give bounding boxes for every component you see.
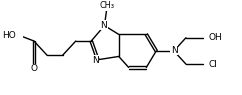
- Text: O: O: [30, 65, 38, 74]
- Text: OH: OH: [209, 33, 222, 42]
- Text: N: N: [171, 46, 178, 55]
- Text: Cl: Cl: [208, 60, 217, 69]
- Text: CH₃: CH₃: [99, 1, 114, 10]
- Text: HO: HO: [2, 31, 16, 40]
- Text: N: N: [92, 56, 99, 65]
- Text: N: N: [100, 21, 107, 30]
